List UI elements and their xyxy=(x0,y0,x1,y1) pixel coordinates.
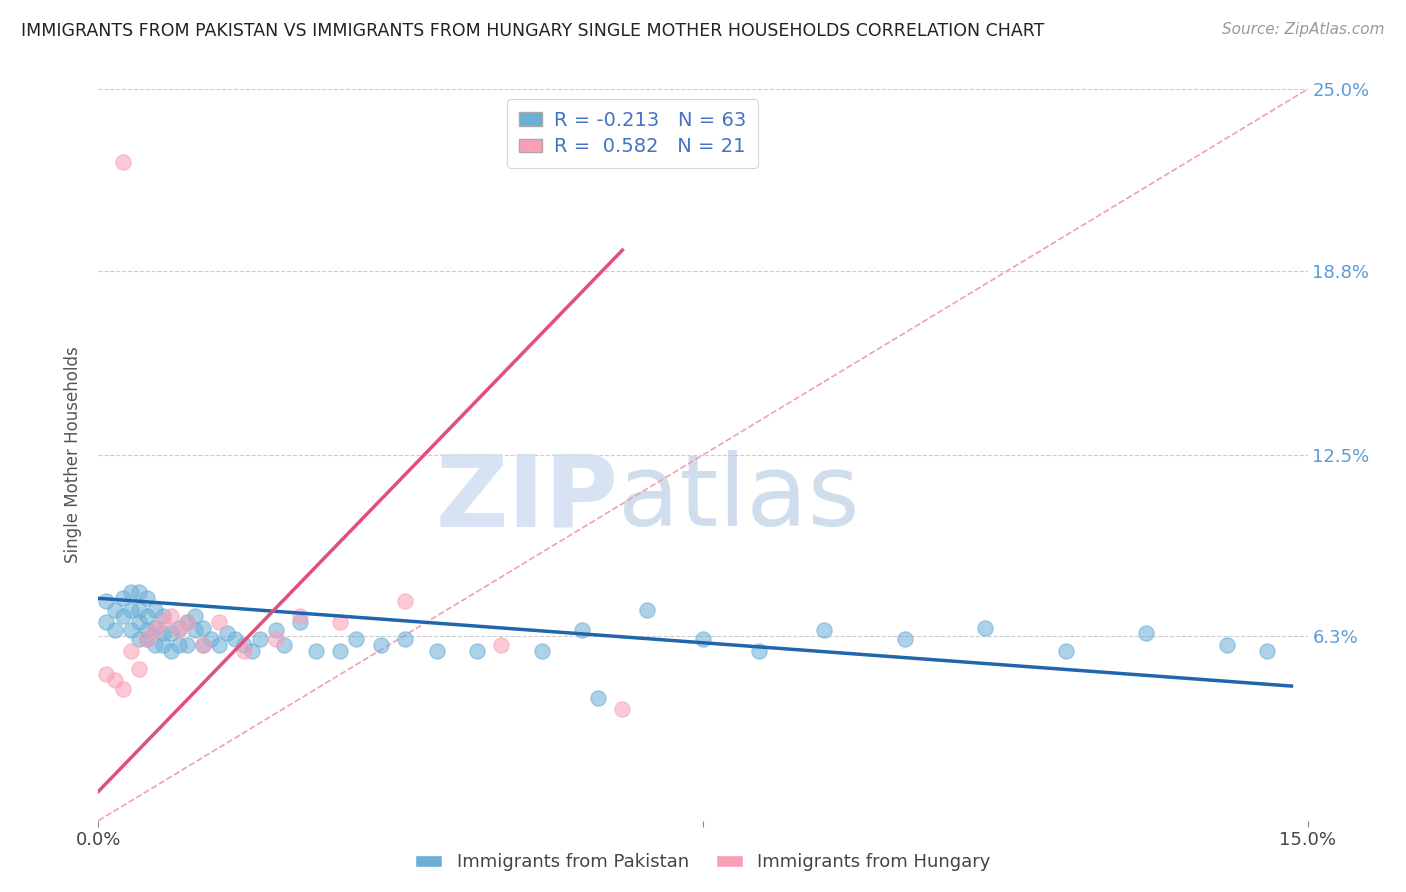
Point xyxy=(96,667,118,681)
Point xyxy=(232,644,254,658)
Point xyxy=(530,644,553,658)
Point xyxy=(288,615,311,629)
Point xyxy=(128,632,150,647)
Point xyxy=(586,690,609,705)
Text: atlas: atlas xyxy=(619,450,860,548)
Point xyxy=(224,632,246,647)
Point xyxy=(217,626,239,640)
Point xyxy=(167,624,190,638)
Point xyxy=(120,585,142,599)
Point xyxy=(143,624,166,638)
Point xyxy=(232,638,254,652)
Point xyxy=(1054,644,1077,658)
Point xyxy=(264,632,287,647)
Point xyxy=(135,632,157,647)
Point xyxy=(1135,626,1157,640)
Point xyxy=(184,624,207,638)
Point xyxy=(1216,638,1239,652)
Point xyxy=(273,638,295,652)
Point xyxy=(135,608,157,623)
Point xyxy=(394,632,416,647)
Point xyxy=(264,624,287,638)
Point xyxy=(111,155,134,169)
Point xyxy=(143,638,166,652)
Point xyxy=(394,594,416,608)
Point xyxy=(96,615,118,629)
Point xyxy=(143,621,166,635)
Point xyxy=(128,661,150,675)
Point xyxy=(135,624,157,638)
Point xyxy=(193,638,215,652)
Point xyxy=(128,615,150,629)
Point xyxy=(893,632,915,647)
Point xyxy=(120,644,142,658)
Point xyxy=(465,644,488,658)
Text: ZIP: ZIP xyxy=(436,450,619,548)
Point xyxy=(305,644,328,658)
Point xyxy=(176,638,198,652)
Point xyxy=(193,621,215,635)
Point xyxy=(135,632,157,647)
Point xyxy=(329,615,352,629)
Point xyxy=(176,615,198,629)
Point xyxy=(426,644,449,658)
Point xyxy=(152,608,174,623)
Point xyxy=(288,608,311,623)
Point xyxy=(813,624,835,638)
Point xyxy=(128,603,150,617)
Point xyxy=(152,626,174,640)
Point xyxy=(152,615,174,629)
Point xyxy=(103,624,125,638)
Point xyxy=(120,603,142,617)
Point xyxy=(974,621,997,635)
Point xyxy=(167,621,190,635)
Point xyxy=(160,608,183,623)
Point xyxy=(636,603,658,617)
Legend: R = -0.213   N = 63, R =  0.582   N = 21: R = -0.213 N = 63, R = 0.582 N = 21 xyxy=(508,99,758,168)
Point xyxy=(612,702,634,716)
Point xyxy=(128,585,150,599)
Point xyxy=(748,644,770,658)
Point xyxy=(370,638,392,652)
Point xyxy=(329,644,352,658)
Point xyxy=(111,681,134,696)
Point xyxy=(571,624,593,638)
Point xyxy=(160,644,183,658)
Point xyxy=(208,638,231,652)
Point xyxy=(111,591,134,606)
Point xyxy=(184,608,207,623)
Point xyxy=(176,615,198,629)
Point xyxy=(208,615,231,629)
Point xyxy=(193,638,215,652)
Point xyxy=(692,632,714,647)
Point xyxy=(103,603,125,617)
Legend: Immigrants from Pakistan, Immigrants from Hungary: Immigrants from Pakistan, Immigrants fro… xyxy=(408,847,998,879)
Point xyxy=(344,632,367,647)
Point xyxy=(135,591,157,606)
Point xyxy=(167,638,190,652)
Y-axis label: Single Mother Households: Single Mother Households xyxy=(65,347,83,563)
Point xyxy=(240,644,263,658)
Point xyxy=(103,673,125,688)
Point xyxy=(160,626,183,640)
Point xyxy=(96,594,118,608)
Point xyxy=(111,608,134,623)
Point xyxy=(249,632,271,647)
Point xyxy=(491,638,513,652)
Point xyxy=(1256,644,1278,658)
Text: Source: ZipAtlas.com: Source: ZipAtlas.com xyxy=(1222,22,1385,37)
Point xyxy=(200,632,222,647)
Point xyxy=(120,624,142,638)
Point xyxy=(143,603,166,617)
Point xyxy=(152,638,174,652)
Text: IMMIGRANTS FROM PAKISTAN VS IMMIGRANTS FROM HUNGARY SINGLE MOTHER HOUSEHOLDS COR: IMMIGRANTS FROM PAKISTAN VS IMMIGRANTS F… xyxy=(21,22,1045,40)
